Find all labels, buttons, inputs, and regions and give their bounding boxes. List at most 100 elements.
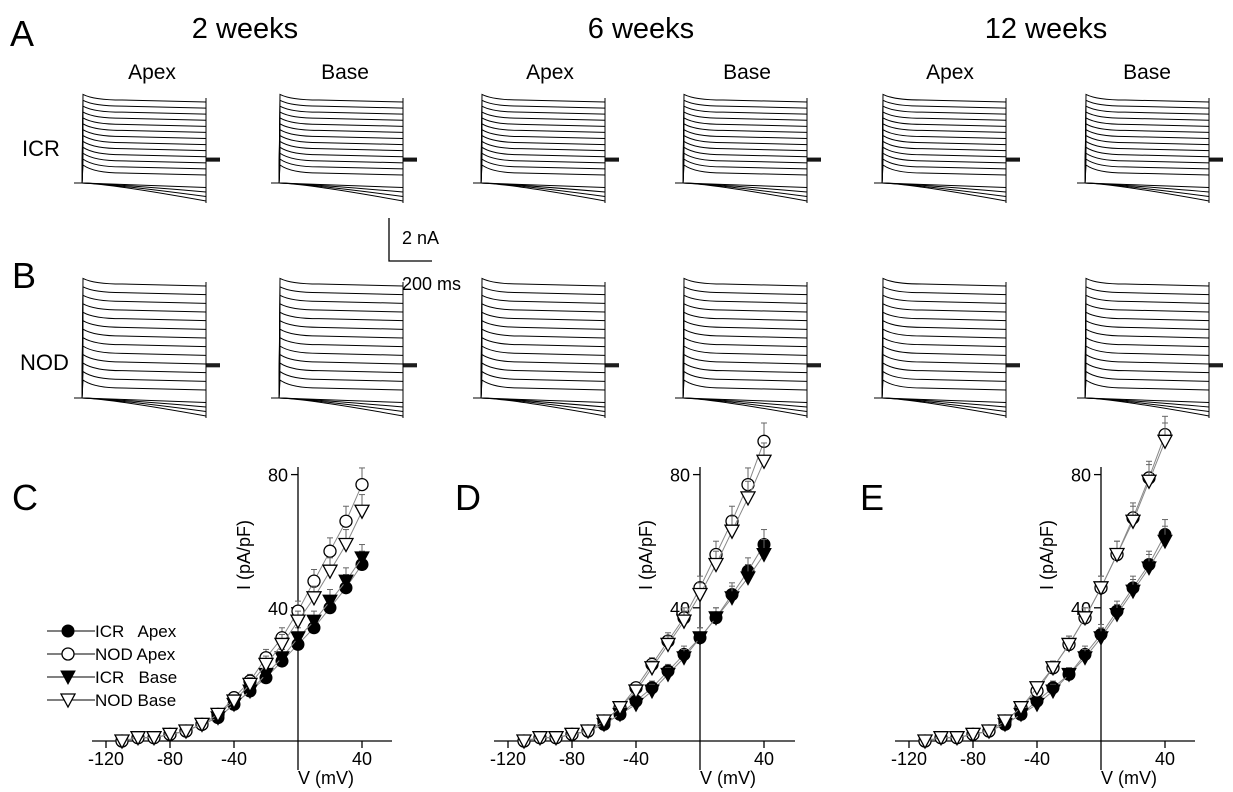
age-label-12-weeks: 12 weeks xyxy=(985,13,1108,45)
legend-label-nod-apex: NOD Apex xyxy=(95,645,176,664)
series-line xyxy=(523,461,765,742)
data-point xyxy=(755,454,773,470)
trace-sweep xyxy=(278,93,404,184)
trace-family xyxy=(74,277,220,418)
trace-sweep xyxy=(1077,182,1210,202)
trace-family xyxy=(473,277,619,418)
data-point xyxy=(660,667,676,683)
trace-sweep xyxy=(278,302,404,399)
legend-marker-filled-circle xyxy=(61,624,75,638)
current-traces xyxy=(74,93,1223,418)
data-point xyxy=(113,734,131,750)
y-tick-label: 80 xyxy=(670,466,690,486)
data-point xyxy=(355,477,369,492)
age-label-6-weeks: 6 weeks xyxy=(588,13,694,45)
data-point xyxy=(916,734,934,750)
trace-sweep xyxy=(473,182,606,202)
data-point xyxy=(241,677,259,693)
data-point xyxy=(321,564,339,580)
data-point xyxy=(643,661,661,677)
data-point xyxy=(289,614,307,630)
series-open-triangle xyxy=(113,494,371,750)
data-point xyxy=(290,631,306,646)
trace-sweep xyxy=(473,397,606,408)
data-point xyxy=(353,504,371,520)
trace-family xyxy=(874,93,1020,203)
scale-bar-current-label: 2 nA xyxy=(402,228,439,248)
data-point xyxy=(1157,534,1173,550)
data-point xyxy=(1061,667,1077,683)
x-tick-label: -120 xyxy=(490,749,526,769)
data-point xyxy=(707,557,725,573)
trace-sweep xyxy=(473,397,606,417)
data-point xyxy=(644,684,660,700)
data-point xyxy=(339,514,353,528)
trace-sweep xyxy=(1084,277,1210,399)
data-point xyxy=(756,548,772,563)
y-tick-label: 40 xyxy=(268,599,288,619)
trace-family xyxy=(675,277,821,418)
data-point xyxy=(257,657,275,673)
y-tick-label: 80 xyxy=(1071,466,1091,486)
region-label-base: Base xyxy=(321,61,369,84)
trace-sweep xyxy=(1084,93,1210,184)
trace-sweep xyxy=(81,302,207,399)
trace-family xyxy=(1077,93,1223,203)
data-point xyxy=(611,701,629,717)
trace-sweep xyxy=(675,182,808,202)
trace-family xyxy=(271,277,417,418)
data-point xyxy=(723,524,741,540)
trace-sweep xyxy=(682,277,808,399)
panel-letter-c: C xyxy=(12,477,38,518)
trace-sweep xyxy=(682,93,808,184)
trace-family xyxy=(271,93,417,203)
data-point xyxy=(337,537,355,553)
trace-family xyxy=(675,93,821,203)
data-point xyxy=(563,727,581,743)
x-tick-label: -80 xyxy=(559,749,585,769)
data-point xyxy=(129,731,147,747)
trace-sweep xyxy=(74,397,207,417)
region-label-apex: Apex xyxy=(128,61,176,84)
legend-marker-filled-triangle xyxy=(60,670,76,686)
y-axis-title: I (pA/pF) xyxy=(1037,520,1057,590)
trace-sweep xyxy=(1084,302,1210,399)
trace-sweep xyxy=(271,182,404,193)
trace-sweep xyxy=(74,182,207,193)
data-point xyxy=(1060,637,1078,653)
data-point xyxy=(932,731,950,747)
trace-sweep xyxy=(278,370,404,399)
data-point xyxy=(338,574,354,590)
trace-sweep xyxy=(473,182,606,193)
data-point xyxy=(1076,611,1094,627)
data-point xyxy=(692,631,708,646)
legend-entry-nod-apex: NOD Apex xyxy=(47,645,176,664)
trace-sweep xyxy=(1084,379,1210,399)
data-point xyxy=(996,714,1014,730)
data-point xyxy=(579,724,597,740)
data-point xyxy=(1044,661,1062,677)
data-point xyxy=(739,491,757,507)
series-open-triangle xyxy=(916,422,1174,750)
data-point xyxy=(1028,681,1046,697)
trace-sweep xyxy=(682,353,808,399)
trace-sweep xyxy=(874,182,1007,202)
trace-sweep xyxy=(74,182,207,202)
trace-sweep xyxy=(1084,353,1210,399)
legend-entry-nod-base: NOD Base xyxy=(47,691,176,710)
trace-sweep xyxy=(81,370,207,399)
series-open-triangle xyxy=(515,442,773,750)
panel-letter-d: D xyxy=(455,477,481,518)
data-point xyxy=(306,614,322,630)
data-point xyxy=(515,734,533,750)
data-point xyxy=(659,637,677,653)
trace-sweep xyxy=(480,277,606,399)
trace-sweep xyxy=(1077,397,1210,408)
panel-letter-a: A xyxy=(10,13,34,54)
trace-sweep xyxy=(1084,370,1210,399)
data-point xyxy=(1077,651,1093,666)
data-point xyxy=(225,694,243,710)
trace-family xyxy=(74,93,220,203)
trace-sweep xyxy=(480,379,606,399)
